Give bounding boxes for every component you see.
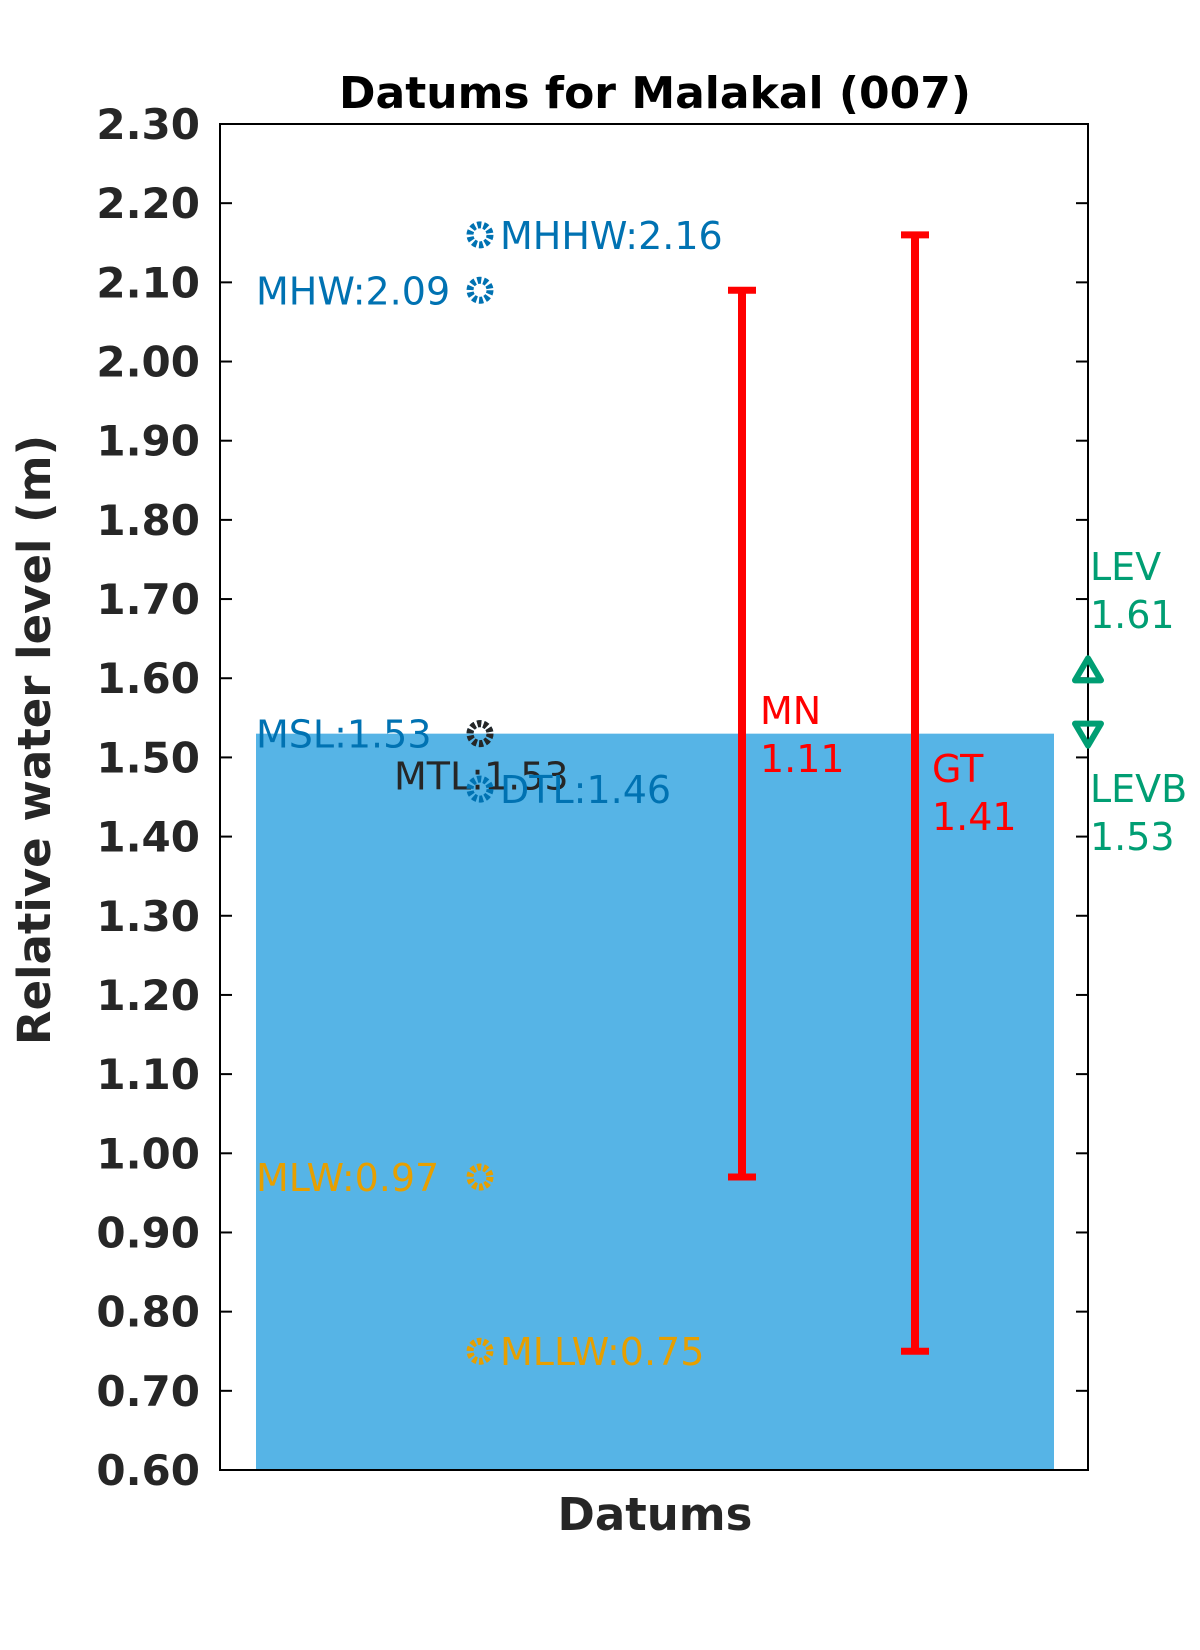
y-tick-label: 1.40 bbox=[96, 813, 200, 862]
y-tick-label: 2.30 bbox=[96, 100, 200, 149]
range-value-gt: 1.41 bbox=[932, 795, 1017, 839]
y-tick-label: 0.70 bbox=[96, 1367, 200, 1416]
datum-label-mhw: MHW:2.09 bbox=[256, 269, 450, 313]
range-label-mn: MN bbox=[760, 689, 821, 733]
datum-label-msl: MSL:1.53 bbox=[256, 713, 432, 757]
lev-triangle-up-icon bbox=[1072, 655, 1104, 684]
datum-marker-mlw bbox=[466, 1163, 494, 1191]
y-tick-label: 1.70 bbox=[96, 575, 200, 624]
msl-bar bbox=[256, 733, 1054, 1470]
y-tick-label: 1.50 bbox=[96, 733, 200, 782]
y-tick-label: 1.10 bbox=[96, 1050, 200, 1099]
axes-box bbox=[219, 123, 1089, 1471]
datum-label-dtl: DTL:1.46 bbox=[500, 768, 671, 812]
y-tick-label: 0.80 bbox=[96, 1288, 200, 1337]
y-tick-label: 0.90 bbox=[96, 1208, 200, 1257]
extreme-label-levb: LEVB bbox=[1090, 767, 1187, 811]
datum-label-mllw: MLLW:0.75 bbox=[500, 1330, 704, 1374]
datum-marker-mtl bbox=[466, 720, 494, 748]
y-tick-label: 1.80 bbox=[96, 496, 200, 545]
datum-marker-dtl bbox=[466, 775, 494, 803]
extreme-label-lev: LEV bbox=[1090, 545, 1161, 589]
y-tick-label: 2.20 bbox=[96, 179, 200, 228]
datum-label-mhhw: MHHW:2.16 bbox=[500, 214, 723, 258]
range-label-gt: GT bbox=[932, 747, 984, 791]
extreme-value-lev: 1.61 bbox=[1090, 593, 1175, 637]
datum-marker-mhw bbox=[466, 276, 494, 304]
y-tick-label: 1.30 bbox=[96, 892, 200, 941]
y-tick-label: 1.00 bbox=[96, 1129, 200, 1178]
range-value-mn: 1.11 bbox=[760, 737, 845, 781]
y-tick-label: 1.20 bbox=[96, 971, 200, 1020]
y-tick-label: 1.60 bbox=[96, 654, 200, 703]
y-axis-label: Relative water level (m) bbox=[8, 435, 61, 1045]
x-axis-label: Datums bbox=[558, 1488, 753, 1541]
y-tick-label: 0.60 bbox=[96, 1446, 200, 1495]
levb-triangle-down-icon bbox=[1072, 720, 1104, 749]
y-tick-label: 2.10 bbox=[96, 258, 200, 307]
datum-marker-mllw bbox=[466, 1337, 494, 1365]
datum-label-mlw: MLW:0.97 bbox=[256, 1156, 439, 1200]
extreme-value-levb: 1.53 bbox=[1090, 815, 1175, 859]
y-tick-label: 2.00 bbox=[96, 338, 200, 387]
datum-marker-mhhw bbox=[466, 221, 494, 249]
y-tick-label: 1.90 bbox=[96, 417, 200, 466]
chart-title: Datums for Malakal (007) bbox=[339, 68, 971, 119]
plot-area: 0.60 0.70 0.80 0.90 1.00 1.10 1.20 1.30 1.40 1.50… bbox=[96, 100, 1187, 1495]
